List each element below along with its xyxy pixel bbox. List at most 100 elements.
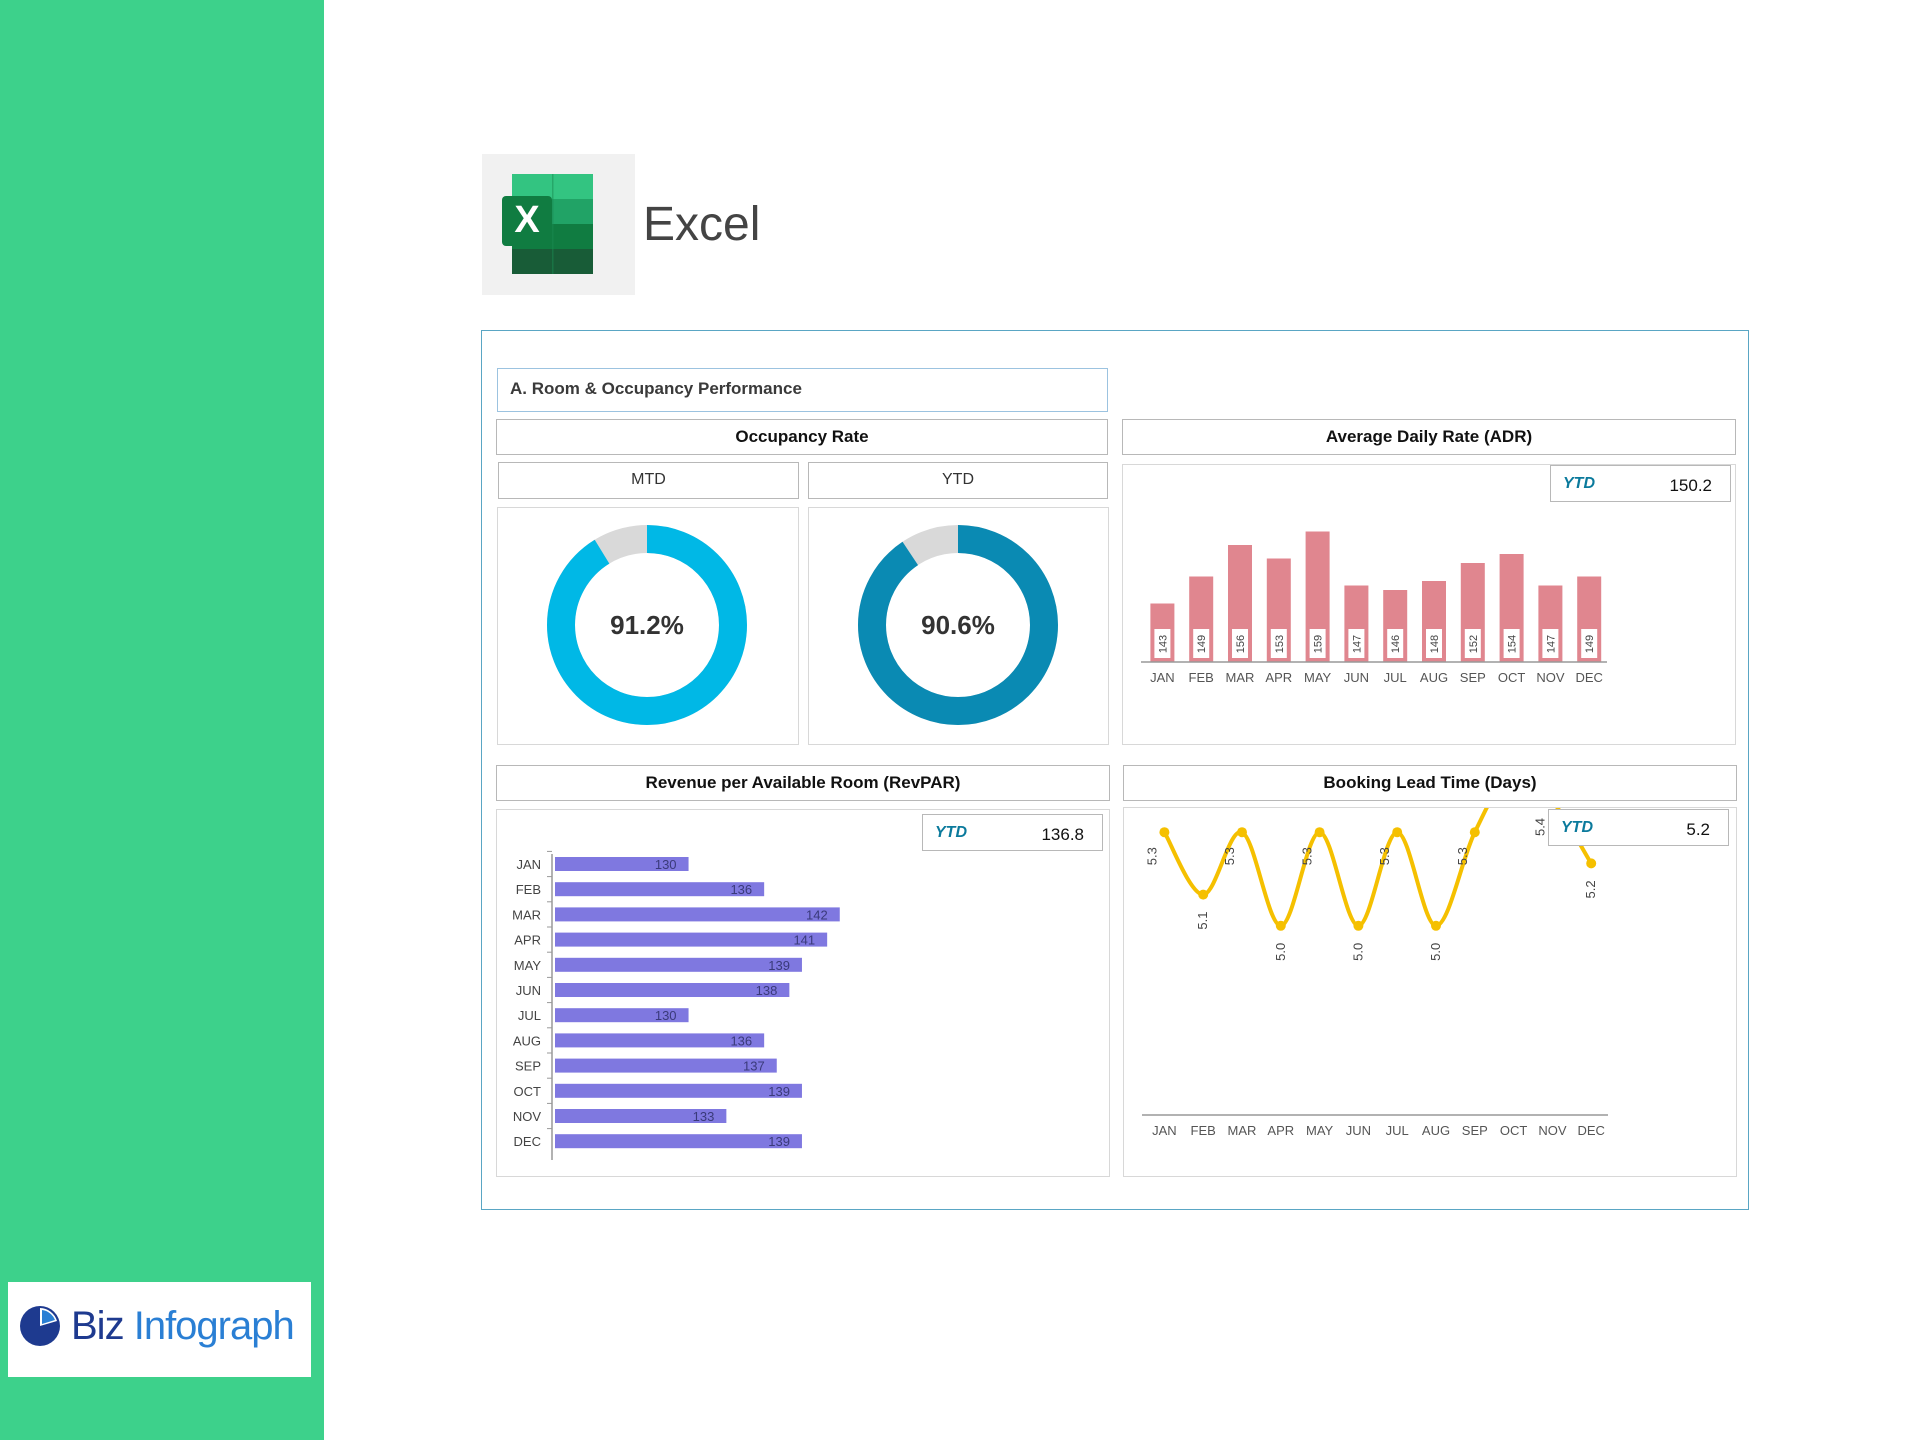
adr-label-box [1270,629,1287,658]
lead-x-tick: OCT [1500,1123,1528,1138]
adr-x-tick: MAR [1226,670,1255,685]
revpar-ytd-box: YTD 136.8 [922,814,1103,851]
adr-data-label: 148 [1429,635,1441,653]
lead-time-point [1392,827,1403,838]
revpar-data-label: 138 [756,983,778,998]
adr-label-box [1464,629,1481,658]
brand-name: Biz Infograph [71,1304,295,1348]
excel-icon: X [482,154,635,295]
revpar-panel: 130 JAN 136 FEB 142 MAR 141 APR 139 MAY 138 JUN 130 J… [496,809,1110,1177]
sidebar [0,0,324,1440]
revpar-data-label: 130 [655,1008,677,1023]
lead-x-tick: SEP [1462,1123,1488,1138]
lead-data-label: 5.2 [1583,880,1598,898]
adr-x-tick: JUL [1384,670,1407,685]
pie-logo-icon [20,1306,60,1346]
adr-label-box [1154,629,1171,658]
lead-data-label: 5.0 [1350,943,1365,961]
revpar-data-label: 136 [730,882,752,897]
lead-time-point [1353,920,1364,931]
lead-time-point [1275,920,1286,931]
revpar-data-label: 139 [768,1084,790,1099]
lead-x-tick: AUG [1422,1123,1450,1138]
mtd-panel: 91.2% [497,507,799,745]
lead-header: Booking Lead Time (Days) [1123,765,1737,801]
revpar-data-label: 142 [806,907,828,922]
lead-time-point [1431,920,1441,931]
revpar-data-label: 137 [743,1059,765,1074]
lead-ytd-box: YTD 5.2 [1548,809,1729,846]
lead-time-chart: 5.3 JAN 5.1 FEB 5.3 MAR 5.0 APR 5.3 MAY 5.0 JUN 5.3 J… [1142,764,1608,1138]
revpar-y-tick: DEC [514,1134,541,1149]
revpar-data-label: 133 [693,1109,715,1124]
lead-time-point [1586,858,1597,869]
ytd-donut-chart: 90.6% [858,525,1058,725]
revpar-ytd-value: 136.8 [1041,825,1084,844]
revpar-bar [555,1134,802,1149]
lead-x-tick: NOV [1538,1123,1567,1138]
lead-data-label: 5.3 [1300,847,1315,865]
revpar-header: Revenue per Available Room (RevPAR) [496,765,1110,801]
lead-time-point [1237,827,1247,838]
revpar-data-label: 136 [730,1033,752,1048]
lead-x-tick: MAY [1306,1123,1334,1138]
lead-time-line [1162,767,1593,928]
lead-x-tick: MAR [1228,1123,1257,1138]
lead-ytd-label: YTD [1561,819,1593,836]
ytd-label: YTD [808,462,1108,499]
biz-infograph-logo: Biz Infograph [8,1282,311,1377]
adr-data-label: 143 [1157,635,1169,653]
adr-data-label: 147 [1351,635,1363,653]
revpar-y-tick: AUG [513,1033,541,1048]
lead-data-label: 5.4 [1532,818,1547,836]
adr-label-box [1581,629,1598,658]
adr-x-tick: JUN [1344,670,1369,685]
lead-panel: 5.3 JAN 5.1 FEB 5.3 MAR 5.0 APR 5.3 MAY 5.0 JUN 5.3 J… [1123,764,1737,1177]
adr-x-tick: DEC [1575,670,1602,685]
revpar-data-label: 141 [793,933,815,948]
lead-x-tick: JUN [1346,1123,1371,1138]
mtd-ring-value [547,525,747,725]
adr-x-tick: NOV [1536,670,1565,685]
lead-x-tick: JAN [1152,1123,1177,1138]
adr-data-label: 159 [1313,635,1325,653]
revpar-bar [555,983,790,997]
adr-header: Average Daily Rate (ADR) [1122,419,1736,455]
adr-label-box [1193,629,1210,658]
mtd-value: 91.2% [610,610,684,640]
lead-x-tick: APR [1267,1123,1294,1138]
revpar-bar [555,1083,802,1098]
ytd-panel: 90.6% [808,507,1109,745]
adr-data-label: 149 [1584,635,1596,653]
revpar-bar [555,882,765,897]
adr-data-label: 152 [1468,635,1480,653]
adr-data-label: 156 [1235,635,1247,653]
revpar-y-tick: JAN [516,857,541,872]
adr-label-box [1387,629,1404,658]
adr-x-tick: SEP [1460,670,1486,685]
adr-x-tick: APR [1265,670,1292,685]
revpar-data-label: 139 [768,1134,790,1149]
lead-data-label: 5.3 [1144,847,1159,865]
section-title: A. Room & Occupancy Performance [497,368,1108,412]
adr-label-box [1426,629,1442,658]
revpar-bar [555,1109,727,1123]
adr-ytd-value: 150.2 [1669,476,1712,495]
adr-x-tick: FEB [1189,670,1214,685]
adr-chart: 143 JAN 149 FEB 156 MAR 153 APR 159 MAY 147 JUN 146 J… [1141,531,1607,685]
lead-data-label: 5.0 [1273,943,1288,961]
revpar-chart: 130 JAN 136 FEB 142 MAR 141 APR 139 MAY 138 JUN 130 J… [512,850,840,1160]
revpar-data-label: 139 [768,958,790,973]
revpar-y-tick: NOV [513,1109,542,1124]
adr-ytd-label: YTD [1563,475,1595,492]
adr-data-label: 149 [1196,635,1208,653]
lead-data-label: 5.3 [1377,847,1392,865]
adr-data-label: 154 [1507,635,1519,653]
ytd-value: 90.6% [921,610,995,640]
revpar-bar [555,1008,689,1023]
lead-ytd-value: 5.2 [1686,820,1710,839]
adr-ytd-box: YTD 150.2 [1550,465,1731,502]
lead-time-point [1198,889,1209,900]
svg-text:X: X [514,199,540,241]
adr-data-label: 147 [1545,635,1557,653]
